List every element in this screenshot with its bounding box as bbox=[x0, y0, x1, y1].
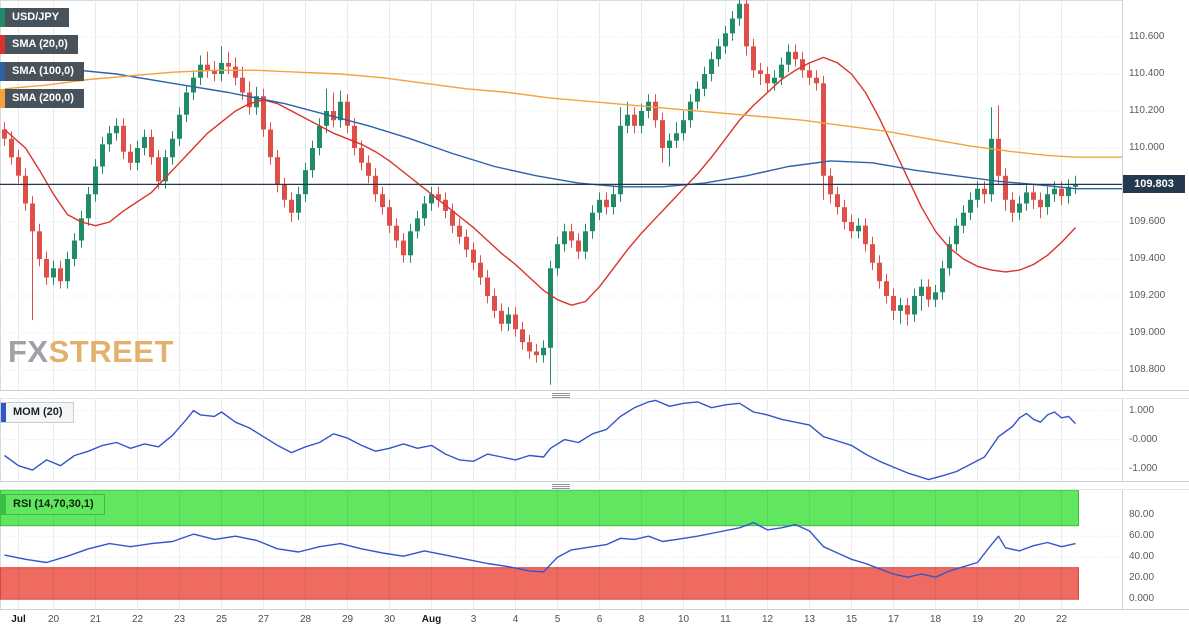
y-axis-label: 110.000 bbox=[1129, 142, 1165, 153]
y-axis-label: 20.00 bbox=[1129, 572, 1155, 584]
time-axis-label: 19 bbox=[971, 614, 984, 625]
y-axis-label: 1.000 bbox=[1129, 404, 1155, 416]
y-axis-label: 110.600 bbox=[1129, 31, 1165, 42]
y-axis-label: 109.600 bbox=[1129, 216, 1166, 227]
sma200-label: SMA (200,0) bbox=[12, 92, 74, 104]
rsi-axis: 80.00 60.00 40.00 20.00 0.000 bbox=[1122, 490, 1189, 609]
rsi-line bbox=[4, 521, 1076, 578]
momentum-chart-canvas[interactable] bbox=[0, 399, 1122, 481]
resize-grip-icon[interactable] bbox=[552, 486, 570, 487]
time-axis-label: 18 bbox=[929, 614, 942, 625]
time-axis-label: Jul bbox=[11, 614, 26, 625]
time-axis-label: 21 bbox=[89, 614, 102, 625]
momentum-panel: MOM (20) 1.000 -0.000 -1.000 bbox=[0, 399, 1189, 481]
overlay-line-sma20 bbox=[4, 56, 1077, 306]
y-axis-label: -1.000 bbox=[1129, 462, 1158, 474]
y-axis-label: 109.200 bbox=[1129, 290, 1166, 301]
panel-resize-divider[interactable] bbox=[0, 390, 1189, 399]
rsi-color-strip bbox=[1, 495, 6, 514]
time-axis-label: 22 bbox=[1055, 614, 1068, 625]
time-axis-label: 20 bbox=[1013, 614, 1026, 625]
time-axis-label: 22 bbox=[131, 614, 144, 625]
y-axis-label: 0.000 bbox=[1129, 593, 1155, 605]
price-panel: USD/JPY SMA (20,0) SMA (100,0) SMA (200,… bbox=[0, 0, 1189, 390]
resize-grip-icon[interactable] bbox=[552, 395, 570, 396]
sma100-color-strip bbox=[0, 62, 5, 81]
rsi-indicator-badge[interactable]: RSI (14,70,30,1) bbox=[0, 494, 105, 515]
sma200-color-strip bbox=[0, 89, 5, 108]
y-axis-label: -0.000 bbox=[1129, 433, 1158, 445]
sma100-indicator-badge[interactable]: SMA (100,0) bbox=[0, 62, 84, 81]
time-axis-label: 5 bbox=[554, 614, 561, 625]
vertical-gridlines bbox=[18, 0, 1062, 390]
time-axis-label: 30 bbox=[383, 614, 396, 625]
panel-resize-divider[interactable] bbox=[0, 481, 1189, 490]
vertical-gridlines bbox=[18, 490, 1062, 609]
y-axis-label: 109.400 bbox=[1129, 253, 1166, 264]
time-axis: Jul 20 21 22 23 25 27 28 29 30 Aug 3 4 5 6 8 10 11 12 13 15 1… bbox=[0, 609, 1189, 632]
time-axis-label: 11 bbox=[720, 614, 731, 625]
overlay-line-sma200 bbox=[4, 69, 1122, 158]
time-axis-label: 27 bbox=[257, 614, 270, 625]
symbol-color-strip bbox=[0, 8, 5, 27]
time-axis-label: 12 bbox=[761, 614, 774, 625]
rsi-label: RSI (14,70,30,1) bbox=[13, 498, 94, 510]
sma20-label: SMA (20,0) bbox=[12, 38, 68, 50]
fxstreet-watermark: FXSTREET bbox=[8, 334, 174, 370]
y-axis-label: 60.00 bbox=[1129, 530, 1155, 542]
momentum-axis: 1.000 -0.000 -1.000 bbox=[1122, 399, 1189, 481]
symbol-label: USD/JPY bbox=[12, 11, 60, 23]
y-axis-label: 110.400 bbox=[1129, 68, 1165, 79]
watermark-fx-text: FX bbox=[8, 334, 49, 369]
time-axis-label: 20 bbox=[47, 614, 60, 625]
price-axis: 109.803 110.600 110.400 110.200 110.000 109.… bbox=[1122, 0, 1189, 390]
time-axis-label: 23 bbox=[173, 614, 186, 625]
sma20-color-strip bbox=[0, 35, 5, 54]
time-axis-label: 4 bbox=[512, 614, 519, 625]
y-axis-label: 108.800 bbox=[1129, 364, 1166, 375]
sma20-indicator-badge[interactable]: SMA (20,0) bbox=[0, 35, 78, 54]
sma100-label: SMA (100,0) bbox=[12, 65, 74, 77]
candlestick-series bbox=[2, 0, 1078, 385]
horizontal-gridlines bbox=[0, 36, 1122, 371]
momentum-indicator-badge[interactable]: MOM (20) bbox=[0, 402, 74, 423]
time-axis-label: 17 bbox=[887, 614, 900, 625]
symbol-badge[interactable]: USD/JPY bbox=[0, 8, 70, 27]
y-axis-label: 109.000 bbox=[1129, 327, 1166, 338]
rsi-chart-canvas[interactable] bbox=[0, 490, 1122, 609]
momentum-label: MOM (20) bbox=[13, 406, 63, 418]
last-price-tag: 109.803 bbox=[1123, 175, 1185, 194]
momentum-line bbox=[4, 399, 1077, 481]
momentum-color-strip bbox=[1, 403, 6, 422]
candlestick-chart-canvas[interactable] bbox=[0, 0, 1122, 390]
time-axis-label: 8 bbox=[638, 614, 645, 625]
horizontal-gridlines bbox=[0, 535, 1122, 558]
y-axis-label: 80.00 bbox=[1129, 509, 1155, 521]
chart-legend: USD/JPY SMA (20,0) SMA (100,0) SMA (200,… bbox=[0, 8, 84, 116]
rsi-zone bbox=[0, 567, 1079, 600]
time-axis-label: 28 bbox=[299, 614, 312, 625]
horizontal-gridlines bbox=[0, 410, 1122, 470]
time-axis-label: 15 bbox=[845, 614, 858, 625]
y-axis-label: 40.00 bbox=[1129, 551, 1155, 563]
rsi-panel: RSI (14,70,30,1) 80.00 60.00 40.00 20.00 0.0… bbox=[0, 490, 1189, 609]
sma200-indicator-badge[interactable]: SMA (200,0) bbox=[0, 89, 84, 108]
time-axis-label: 13 bbox=[803, 614, 816, 625]
watermark-street-text: STREET bbox=[48, 334, 174, 369]
time-axis-label: Aug bbox=[421, 614, 442, 625]
time-axis-label: 3 bbox=[470, 614, 477, 625]
time-axis-label: 6 bbox=[596, 614, 603, 625]
rsi-zone bbox=[0, 490, 1079, 527]
time-axis-label: 10 bbox=[677, 614, 690, 625]
time-axis-label: 29 bbox=[341, 614, 354, 625]
y-axis-label: 110.200 bbox=[1129, 105, 1165, 116]
time-axis-label: 25 bbox=[215, 614, 228, 625]
